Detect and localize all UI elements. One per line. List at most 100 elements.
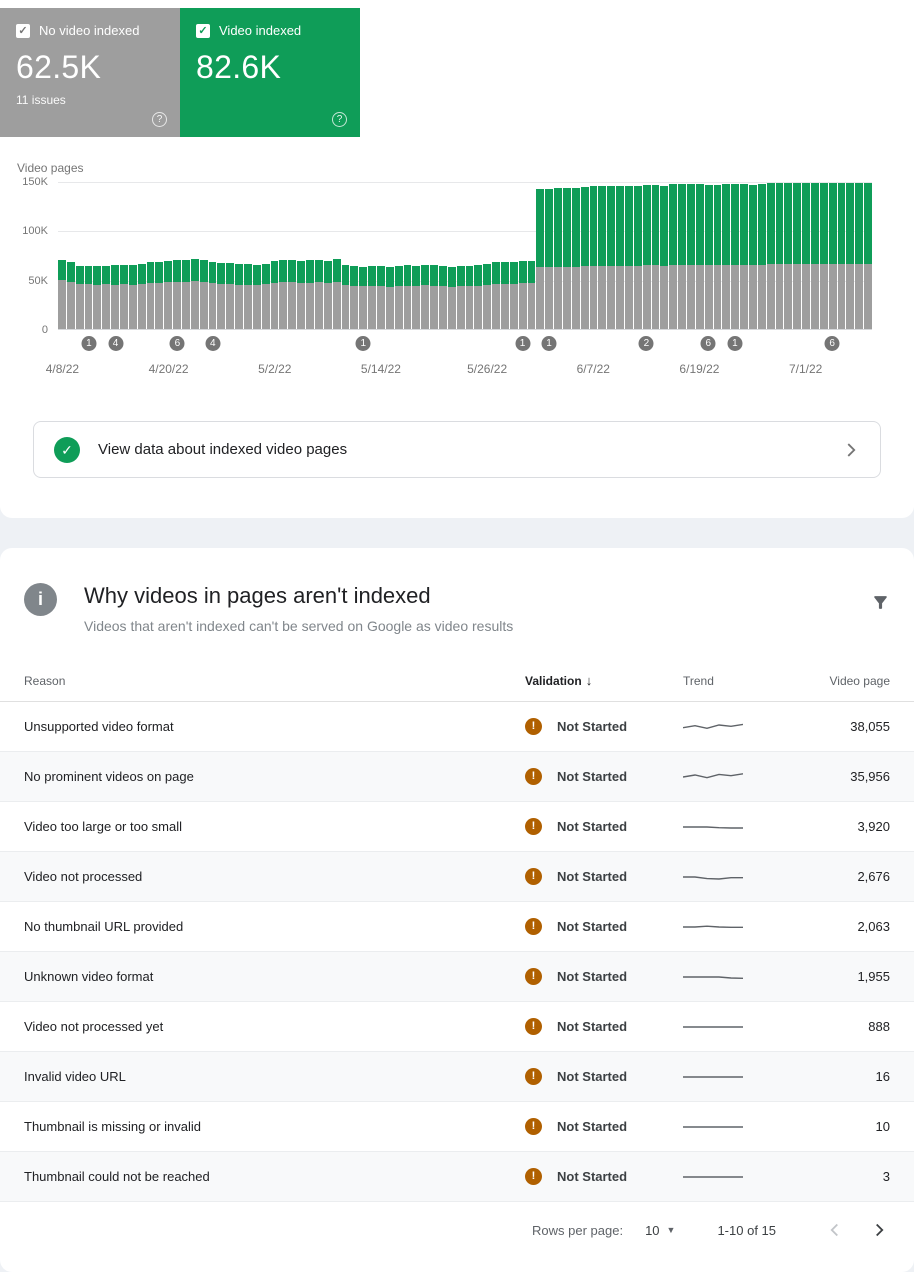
chart-bar[interactable] [811,182,819,329]
chart-bar[interactable] [554,182,562,329]
chart-annotation-marker[interactable]: 4 [205,336,221,351]
chart-bar[interactable] [66,182,75,329]
column-header-reason[interactable]: Reason [24,673,66,688]
chart-annotation-marker[interactable]: 6 [824,336,840,351]
table-row[interactable]: Thumbnail could not be reached! Not Start… [0,1152,914,1202]
table-row[interactable]: Video not processed yet! Not Started 888 [0,1002,914,1052]
chart-bar[interactable] [93,182,102,329]
chart-bar[interactable] [589,182,598,329]
rows-per-page-value[interactable]: 10 [645,1222,660,1238]
chart-bar[interactable] [297,182,306,329]
chart-bar[interactable] [802,182,811,329]
column-header-validation[interactable]: Validation ↓ [525,673,593,688]
chart-bar[interactable] [111,182,120,329]
table-row[interactable]: No thumbnail URL provided! Not Started 2,0… [0,902,914,952]
chart-bar[interactable] [164,182,173,329]
table-row[interactable]: Unsupported video format! Not Started 38,0… [0,702,914,752]
chart-bar[interactable] [793,182,802,329]
chart-bar[interactable] [394,182,403,329]
chart-bar[interactable] [359,182,368,329]
chart-bar[interactable] [598,182,607,329]
chart-bar[interactable] [403,182,412,329]
chart-bar[interactable] [385,182,394,329]
chart-bar[interactable] [731,182,740,329]
chart-bar[interactable] [819,182,828,329]
chart-bar[interactable] [368,182,376,329]
chart-bar[interactable] [465,182,474,329]
table-row[interactable]: No prominent videos on page! Not Started 3… [0,752,914,802]
chart-bar[interactable] [509,182,518,329]
chart-bar[interactable] [766,182,775,329]
chart-bar[interactable] [430,182,438,329]
chart-bar[interactable] [146,182,155,329]
chart-annotation-marker[interactable]: 1 [81,336,97,351]
chart-bar[interactable] [678,182,687,329]
chart-bar[interactable] [846,182,855,329]
column-header-video-page[interactable]: Video page [829,673,890,688]
column-header-trend[interactable]: Trend [683,673,714,688]
chart-bar[interactable] [642,182,651,329]
chart-bar[interactable] [474,182,483,329]
chart-bar[interactable] [217,182,226,329]
chart-bar[interactable] [625,182,633,329]
chart-bar[interactable] [306,182,314,329]
chart-annotation-marker[interactable]: 1 [727,336,743,351]
help-icon[interactable]: ? [152,112,167,127]
help-icon[interactable]: ? [332,112,347,127]
chart-bar[interactable] [536,182,545,329]
chart-bar[interactable] [837,182,846,329]
chart-bar[interactable] [252,182,261,329]
chart-bar[interactable] [58,182,66,329]
previous-page-button[interactable] [824,1219,846,1241]
chart-annotation-marker[interactable]: 1 [541,336,557,351]
chart-bar[interactable] [828,182,837,329]
chart-bar[interactable] [288,182,297,329]
chart-bar[interactable] [562,182,571,329]
chart-bar[interactable] [500,182,509,329]
chart-bar[interactable] [633,182,642,329]
chart-bar[interactable] [660,182,669,329]
chart-bar[interactable] [341,182,350,329]
chart-bar[interactable] [84,182,93,329]
chart-bar[interactable] [571,182,580,329]
stat-box-no-video-indexed[interactable]: ✓ No video indexed 62.5K 11 issues ? [0,8,180,137]
chart-bar[interactable] [376,182,385,329]
no-video-indexed-checkbox[interactable]: ✓ [16,23,30,38]
table-row[interactable]: Video too large or too small! Not Started… [0,802,914,852]
chart-bar[interactable] [102,182,111,329]
chart-bar[interactable] [757,182,766,329]
chart-bar[interactable] [314,182,323,329]
chart-annotation-marker[interactable]: 1 [515,336,530,351]
chart-bar[interactable] [722,182,731,329]
chart-bar[interactable] [864,182,873,329]
table-row[interactable]: Invalid video URL! Not Started 16 [0,1052,914,1102]
chart-bar[interactable] [226,182,235,329]
chart-annotation-marker[interactable]: 1 [355,336,371,351]
filter-button[interactable] [871,593,890,617]
chart-bar[interactable] [740,182,749,329]
chart-bar[interactable] [323,182,332,329]
chart-bar[interactable] [208,182,217,329]
chart-bar[interactable] [775,182,784,329]
chart-bar[interactable] [518,182,527,329]
chart-bar[interactable] [75,182,84,329]
chart-bar[interactable] [749,182,757,329]
chart-bar[interactable] [855,182,864,329]
chart-annotation-marker[interactable]: 2 [638,336,654,351]
view-indexed-data-link[interactable]: ✓ View data about indexed video pages [33,421,881,478]
chart-bar[interactable] [438,182,447,329]
chart-bar[interactable] [350,182,359,329]
chart-bar[interactable] [456,182,465,329]
dropdown-arrow-icon[interactable]: ▼ [666,1225,676,1235]
chart-bar[interactable] [128,182,137,329]
table-row[interactable]: Thumbnail is missing or invalid! Not Star… [0,1102,914,1152]
chart-bar[interactable] [527,182,536,329]
chart-bar[interactable] [695,182,704,329]
chart-bar[interactable] [687,182,695,329]
table-row[interactable]: Video not processed! Not Started 2,676 [0,852,914,902]
chart-bar[interactable] [651,182,660,329]
chart-bar[interactable] [421,182,430,329]
chart-bar[interactable] [492,182,500,329]
chart-annotation-marker[interactable]: 4 [108,336,123,351]
chart-bar[interactable] [199,182,208,329]
